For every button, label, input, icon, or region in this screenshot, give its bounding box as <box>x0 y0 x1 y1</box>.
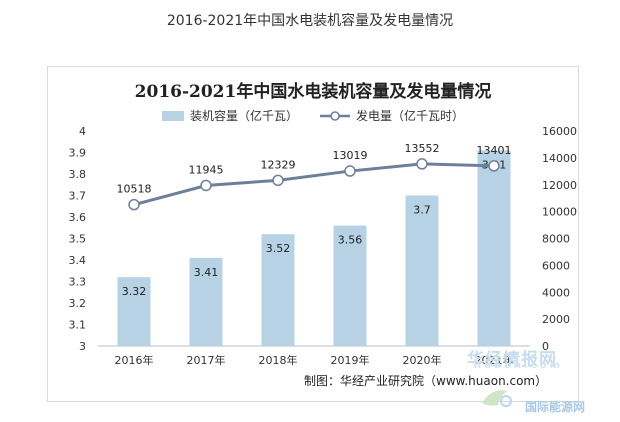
line-point-generation <box>200 179 212 192</box>
y-right-tick-label: 10000 <box>542 206 577 219</box>
legend-label-capacity: 装机容量（亿千瓦） <box>189 109 298 123</box>
line-data-label: 13552 <box>405 142 440 155</box>
y-left-tick-label: 3.8 <box>69 168 87 181</box>
x-tick-label: 2019年 <box>331 353 370 367</box>
y-right-tick-label: 12000 <box>542 179 577 192</box>
legend-item-generation: 发电量（亿千瓦时） <box>320 107 464 124</box>
y-left-tick-label: 3.4 <box>69 254 87 267</box>
source-note: 制图：华经产业研究院（www.huaon.com） <box>304 374 548 388</box>
y-right-tick-label: 2000 <box>542 313 570 326</box>
legend-item-capacity: 装机容量（亿千瓦） <box>161 107 298 124</box>
y-right-tick-label: 8000 <box>542 233 570 246</box>
y-right-tick-label: 14000 <box>542 152 577 165</box>
y-left-tick-label: 3.2 <box>69 297 87 310</box>
line-point-generation <box>128 198 140 211</box>
legend-label-generation: 发电量（亿千瓦时） <box>356 109 465 123</box>
line-point-generation <box>416 158 428 170</box>
bar-capacity <box>477 150 511 346</box>
y-left-tick-label: 3.5 <box>69 233 87 246</box>
watermark-logo-icon <box>482 390 512 407</box>
y-left-tick-label: 3.6 <box>69 211 87 224</box>
bar-data-label: 3.41 <box>194 266 219 279</box>
y-left-tick-label: 3 <box>79 340 86 353</box>
x-tick-label: 2017年 <box>187 353 226 367</box>
x-tick-label: 2020年 <box>403 353 442 367</box>
bar-data-label: 3.32 <box>122 285 147 298</box>
bar-capacity <box>333 225 367 346</box>
x-tick-label: 2018年 <box>259 353 298 367</box>
y-right-tick-label: 6000 <box>542 259 570 272</box>
bar-capacity <box>117 277 151 346</box>
bar-data-label: 3.52 <box>266 242 291 255</box>
bar-capacity <box>405 195 439 346</box>
y-right-tick-label: 16000 <box>542 125 577 138</box>
line-data-label: 10518 <box>117 183 152 196</box>
y-left-tick-label: 3.9 <box>69 147 87 160</box>
x-tick-label: 2016年 <box>115 353 154 367</box>
line-generation <box>133 162 495 207</box>
legend-swatch-bar <box>161 110 184 121</box>
line-data-label: 13401 <box>477 144 512 157</box>
page-title: 2016-2021年中国水电装机容量及发电量情况 <box>166 13 454 29</box>
line-data-label: 11945 <box>189 163 224 176</box>
y-right-tick-label: 0 <box>542 340 549 353</box>
bar-capacity <box>189 257 223 346</box>
line-data-label: 13019 <box>333 149 368 162</box>
watermark-huaon: 华经情报网 <box>467 350 557 370</box>
x-tick-label: 2021年 <box>475 353 514 367</box>
watermark-huaon-url: huaon.com <box>474 360 563 371</box>
line-data-label: 12329 <box>261 158 296 171</box>
legend-swatch-line <box>320 110 350 121</box>
line-point-generation <box>272 174 284 187</box>
bar-capacity <box>261 234 295 346</box>
chart-title: 2016-2021年中国水电装机容量及发电量情况 <box>134 82 492 102</box>
y-left-tick-label: 4 <box>79 125 86 138</box>
line-point-generation <box>344 165 356 177</box>
y-left-tick-label: 3.7 <box>69 190 87 203</box>
y-left-tick-label: 3.1 <box>69 319 87 332</box>
chart-legend: 装机容量（亿千瓦） 发电量（亿千瓦时） <box>48 107 578 124</box>
bar-data-label: 3.56 <box>338 234 363 247</box>
y-right-tick-label: 4000 <box>542 286 570 299</box>
watermark-energy: 国际能源网 <box>525 400 586 414</box>
bar-data-label: 3.7 <box>413 204 431 217</box>
line-point-generation <box>488 160 500 172</box>
y-left-tick-label: 3.3 <box>69 276 87 289</box>
